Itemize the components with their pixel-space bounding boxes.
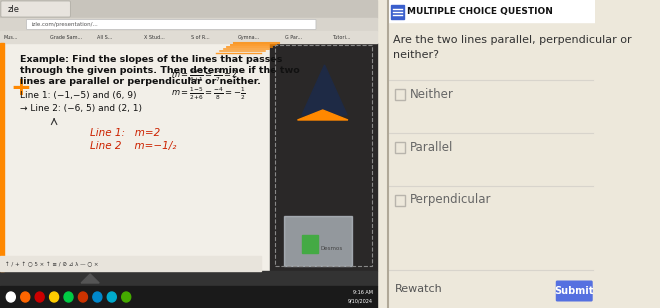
Bar	[391, 5, 404, 19]
Bar	[0, 18, 377, 31]
Text: zle: zle	[7, 5, 19, 14]
Text: 9:16 AM: 9:16 AM	[353, 290, 373, 295]
Text: Desmos: Desmos	[321, 246, 343, 251]
Text: X Stud...: X Stud...	[145, 34, 165, 39]
Text: Example: Find the slopes of the lines that passes: Example: Find the slopes of the lines th…	[20, 55, 282, 63]
Text: Line 1:   m=2: Line 1: m=2	[90, 128, 160, 138]
Bar	[395, 195, 405, 206]
Text: Tutori...: Tutori...	[332, 34, 350, 39]
Bar	[387, 0, 595, 22]
Bar	[0, 43, 377, 271]
FancyBboxPatch shape	[1, 1, 71, 17]
Text: Parallel: Parallel	[410, 140, 453, 153]
Text: neither?: neither?	[393, 50, 439, 60]
Bar	[395, 142, 405, 153]
Circle shape	[121, 292, 131, 302]
Text: izle.com/presentation/...: izle.com/presentation/...	[32, 22, 98, 27]
Text: +: +	[11, 76, 32, 100]
FancyBboxPatch shape	[26, 19, 316, 30]
Bar	[271, 43, 377, 271]
Circle shape	[108, 292, 116, 302]
Text: $m{=}\frac{9{+}5}{6{+}1}{=}\frac{14}{7}{=}2$: $m{=}\frac{9{+}5}{6{+}1}{=}\frac{14}{7}{…	[172, 68, 239, 84]
Polygon shape	[302, 65, 347, 115]
Circle shape	[64, 292, 73, 302]
Bar	[0, 43, 3, 271]
Circle shape	[20, 292, 30, 302]
Bar	[0, 0, 377, 18]
Bar	[387, 0, 595, 308]
Circle shape	[7, 292, 15, 302]
Polygon shape	[298, 110, 348, 120]
Text: Are the two lines parallel, perpendicular or: Are the two lines parallel, perpendicula…	[393, 35, 632, 45]
Bar	[0, 31, 377, 43]
Text: Line 2    m=−1/₂: Line 2 m=−1/₂	[90, 141, 176, 151]
Bar	[302, 235, 318, 253]
Text: All S...: All S...	[98, 34, 113, 39]
Text: $m{=}\frac{1{-}5}{2{+}6}{=}\frac{-4}{8}{=}{-}\frac{1}{2}$: $m{=}\frac{1{-}5}{2{+}6}{=}\frac{-4}{8}{…	[172, 86, 246, 102]
Text: 9/10/2024: 9/10/2024	[348, 298, 373, 303]
Bar	[0, 256, 261, 271]
Text: Mus...: Mus...	[3, 34, 18, 39]
Circle shape	[35, 292, 44, 302]
Text: Rewatch: Rewatch	[395, 284, 443, 294]
Bar	[395, 89, 405, 100]
Text: Neither: Neither	[410, 87, 454, 100]
Polygon shape	[81, 274, 99, 283]
Bar	[0, 271, 377, 286]
Text: MULTIPLE CHOICE QUESTION: MULTIPLE CHOICE QUESTION	[407, 6, 553, 15]
Text: Gymna...: Gymna...	[238, 34, 260, 39]
Bar	[284, 216, 352, 266]
Circle shape	[79, 292, 87, 302]
Text: G Par...: G Par...	[285, 34, 302, 39]
Circle shape	[50, 292, 59, 302]
Text: Perpendicular: Perpendicular	[410, 193, 492, 206]
Bar	[0, 286, 377, 308]
Text: ↑ / + ↑ ○ 5 × ↑ ≡ / ⊘ ⊿ λ — ○ ×: ↑ / + ↑ ○ 5 × ↑ ≡ / ⊘ ⊿ λ — ○ ×	[5, 261, 98, 267]
Circle shape	[93, 292, 102, 302]
Text: Line 1: (−1,−5) and (6, 9): Line 1: (−1,−5) and (6, 9)	[20, 91, 137, 99]
FancyBboxPatch shape	[556, 281, 593, 302]
Text: Submit: Submit	[554, 286, 594, 296]
Text: lines are parallel or perpendicular or neither.: lines are parallel or perpendicular or n…	[20, 76, 261, 86]
Text: Grade Sam...: Grade Sam...	[50, 34, 82, 39]
Text: through the given points. Then determine if the two: through the given points. Then determine…	[20, 66, 300, 75]
Text: → Line 2: (−6, 5) and (2, 1): → Line 2: (−6, 5) and (2, 1)	[20, 103, 142, 112]
Text: S of R...: S of R...	[191, 34, 210, 39]
